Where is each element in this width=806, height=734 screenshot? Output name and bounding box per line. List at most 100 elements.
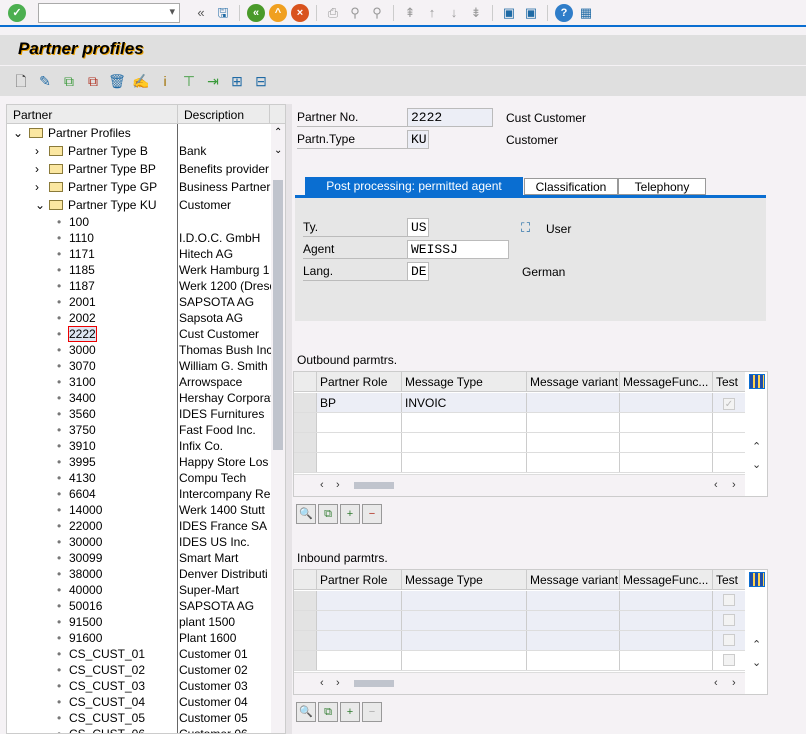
scroll-up-icon[interactable]: ⌃ [274, 127, 283, 138]
table-row[interactable]: BP INVOIC ✓ [294, 393, 745, 413]
customize-layout-icon[interactable]: ▦ [579, 5, 593, 20]
cell[interactable] [316, 433, 401, 452]
delete-icon[interactable]: 🗑 [108, 73, 126, 89]
cell[interactable] [526, 453, 619, 472]
tree-node-partner[interactable]: CS_CUST_02 [69, 663, 146, 677]
display-change-icon[interactable]: ✎ [39, 73, 51, 89]
cell[interactable] [401, 433, 526, 452]
tree-node-root[interactable]: Partner Profiles [29, 126, 131, 140]
tab-telephony[interactable]: Telephony [618, 178, 706, 195]
details-icon[interactable]: 🔍 [296, 702, 316, 722]
table-hscroll[interactable]: ‹ › ‹ › [294, 474, 745, 496]
tree-node-partner[interactable]: 22000 [69, 519, 103, 533]
collapse-icon[interactable]: ⌄ [13, 126, 24, 140]
cell[interactable] [619, 611, 712, 630]
tree-node-folder[interactable]: Partner Type KU [49, 198, 157, 212]
cell[interactable] [526, 591, 619, 610]
column-header[interactable]: MessageFunc... [619, 372, 712, 391]
tree-node-partner[interactable]: CS_CUST_03 [69, 679, 146, 693]
cell[interactable] [619, 651, 712, 670]
chevron-down-icon[interactable]: ▾ [169, 6, 175, 18]
tree-node-partner[interactable]: 14000 [69, 503, 103, 517]
tree-node-partner[interactable]: 30099 [69, 551, 103, 565]
column-header[interactable]: Message Type [401, 372, 526, 391]
cell[interactable] [401, 611, 526, 630]
hierarchy-icon[interactable]: ⊤ [182, 73, 196, 89]
delete-row-icon[interactable]: − [362, 504, 382, 524]
cell[interactable] [526, 433, 619, 452]
partn-type-field[interactable]: KU [407, 130, 429, 149]
cell[interactable] [526, 413, 619, 432]
column-header[interactable]: Message variant [526, 372, 619, 391]
info-icon[interactable]: i [163, 73, 167, 89]
table-vscroll[interactable]: ⌃ ⌄ [752, 639, 762, 669]
cell[interactable] [619, 433, 712, 452]
expand-icon[interactable]: ⊞ [231, 73, 243, 89]
table-row[interactable] [294, 433, 745, 453]
cell[interactable] [401, 413, 526, 432]
tree-node-partner[interactable]: 3070 [69, 359, 96, 373]
column-header[interactable]: Test [712, 570, 745, 589]
table-row[interactable] [294, 651, 745, 671]
cancel-icon[interactable]: × [291, 4, 309, 22]
test-cell[interactable] [712, 591, 745, 610]
tree-node-partner[interactable]: 1185 [69, 263, 95, 277]
tree-node-partner[interactable]: 2001 [69, 295, 96, 309]
column-header[interactable]: Message variant [526, 570, 619, 589]
cell[interactable] [401, 453, 526, 472]
cell[interactable]: INVOIC [401, 393, 526, 412]
test-cell[interactable] [712, 433, 745, 452]
cell[interactable] [526, 631, 619, 650]
column-header[interactable]: MessageFunc... [619, 570, 712, 589]
cell[interactable] [619, 453, 712, 472]
row-selector[interactable] [294, 631, 316, 650]
create-icon[interactable]: 🗋 [15, 73, 27, 89]
agent-field[interactable]: WEISSJ [407, 240, 509, 259]
scroll-thumb[interactable] [354, 680, 394, 687]
copy-icon[interactable]: ⧉ [318, 504, 338, 524]
tree-node-partner[interactable]: 3995 [69, 455, 96, 469]
tree-node-partner[interactable]: CS_CUST_01 [69, 647, 146, 661]
scroll-down-icon[interactable]: ⌄ [274, 145, 283, 156]
test-cell[interactable] [712, 651, 745, 670]
table-row[interactable] [294, 631, 745, 651]
tree-node-partner[interactable]: 38000 [69, 567, 103, 581]
cell[interactable] [316, 631, 401, 650]
expand-icon[interactable]: › [35, 144, 39, 158]
tree-node-partner[interactable]: CS_CUST_04 [69, 695, 146, 709]
row-selector[interactable] [294, 413, 316, 432]
cell[interactable] [619, 631, 712, 650]
cell[interactable] [619, 413, 712, 432]
cell[interactable] [316, 651, 401, 670]
table-vscroll[interactable]: ⌃ ⌄ [752, 441, 762, 471]
test-cell[interactable] [712, 453, 745, 472]
row-selector[interactable] [294, 591, 316, 610]
cell[interactable] [316, 591, 401, 610]
tree-node-partner[interactable]: CS_CUST_06 [69, 727, 146, 734]
row-selector[interactable] [294, 453, 316, 472]
tab-classification[interactable]: Classification [524, 178, 618, 195]
tree-node-partner[interactable]: 6604 [69, 487, 96, 501]
tree-node-partner[interactable]: 50016 [69, 599, 103, 613]
table-row[interactable] [294, 453, 745, 473]
tree-node-partner[interactable]: 3750 [69, 423, 96, 437]
tree-node-folder[interactable]: Partner Type B [49, 144, 148, 158]
cell[interactable] [316, 413, 401, 432]
tree-node-partner[interactable]: 3400 [69, 391, 96, 405]
cell[interactable] [401, 591, 526, 610]
collapse-icon[interactable]: ⌄ [35, 198, 46, 212]
enter-icon[interactable]: ✓ [8, 4, 26, 22]
expand-icon[interactable]: › [35, 162, 39, 176]
table-row[interactable] [294, 591, 745, 611]
expand-icon[interactable]: › [35, 180, 39, 194]
check-icon[interactable]: ✍ [132, 73, 150, 89]
tree-node-partner[interactable]: 3560 [69, 407, 96, 421]
column-header-description[interactable]: Description [178, 105, 270, 123]
cell[interactable] [526, 393, 619, 412]
tree-node-partner[interactable]: 4130 [69, 471, 96, 485]
column-header[interactable]: Partner Role [316, 570, 401, 589]
test-cell[interactable]: ✓ [712, 393, 745, 412]
cell[interactable] [401, 631, 526, 650]
row-selector[interactable] [294, 611, 316, 630]
test-cell[interactable] [712, 611, 745, 630]
